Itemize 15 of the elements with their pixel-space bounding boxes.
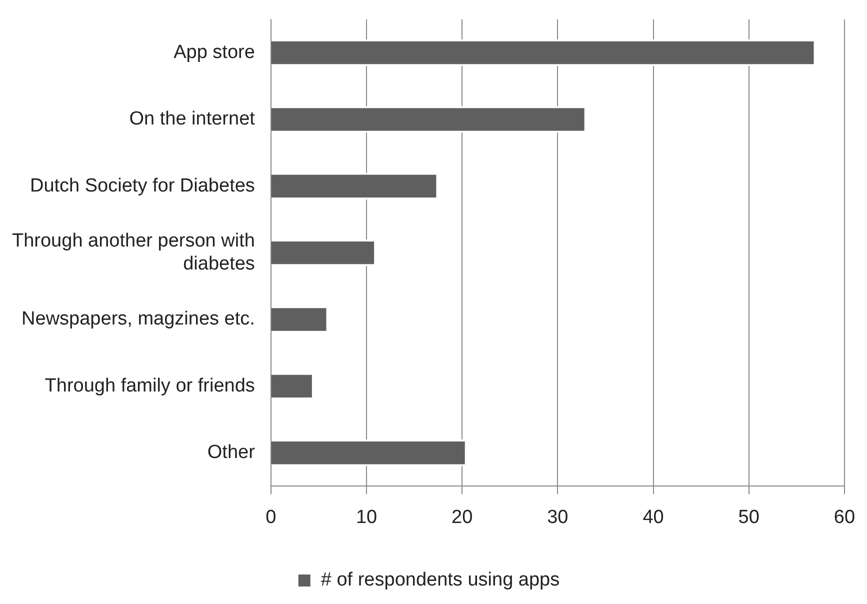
x-tick-label: 20 [452, 506, 473, 528]
x-tick-label: 0 [266, 506, 276, 528]
y-tick-label: Other [207, 442, 256, 464]
x-tick-label: 50 [738, 506, 760, 528]
y-tick-label: On the internet [129, 108, 256, 130]
legend-label: # of respondents using apps [320, 570, 560, 591]
x-tick-label: 30 [547, 506, 568, 528]
x-tick-label: 60 [834, 506, 856, 528]
y-tick-label: Through another person with diabetes [12, 230, 255, 274]
y-tick-label: Newspapers, magzines etc. [22, 308, 255, 330]
x-tick-label: 40 [642, 506, 664, 528]
y-tick-label: Dutch Society for Diabetes [30, 175, 255, 196]
y-tick-label: App store [174, 42, 255, 63]
y-tick-label: Through family or friends [44, 375, 255, 396]
x-tick-label: 10 [356, 506, 378, 528]
